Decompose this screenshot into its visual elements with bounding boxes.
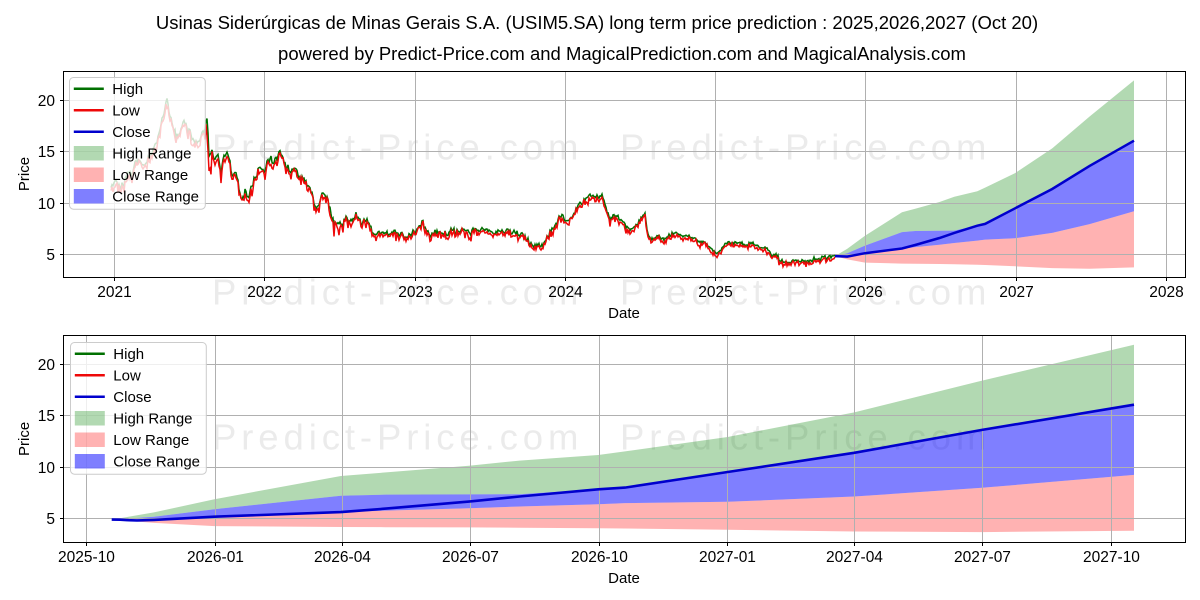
svg-text:Predict-Price.com: Predict-Price.com — [212, 417, 583, 458]
svg-text:2025-10: 2025-10 — [58, 549, 115, 566]
svg-text:2021: 2021 — [97, 284, 131, 301]
svg-text:2026-07: 2026-07 — [442, 549, 499, 566]
svg-text:Close: Close — [112, 124, 150, 141]
svg-text:2026: 2026 — [848, 284, 882, 301]
svg-text:Date: Date — [608, 305, 640, 322]
svg-text:2027-01: 2027-01 — [699, 549, 756, 566]
svg-text:Low: Low — [113, 367, 141, 384]
svg-text:2026-04: 2026-04 — [314, 549, 371, 566]
svg-text:powered by Predict-Price.com a: powered by Predict-Price.com and Magical… — [278, 43, 966, 64]
svg-text:2028: 2028 — [1149, 284, 1183, 301]
svg-text:2027: 2027 — [999, 284, 1033, 301]
svg-text:Close Range: Close Range — [112, 188, 199, 205]
svg-text:20: 20 — [38, 93, 56, 110]
svg-text:High Range: High Range — [112, 145, 191, 162]
svg-text:Predict-Price.com: Predict-Price.com — [212, 127, 583, 168]
svg-text:2027-07: 2027-07 — [954, 549, 1011, 566]
svg-text:5: 5 — [46, 511, 55, 528]
svg-text:Close Range: Close Range — [113, 453, 200, 470]
svg-text:2022: 2022 — [247, 284, 281, 301]
svg-text:5: 5 — [46, 247, 55, 264]
svg-text:2024: 2024 — [548, 284, 583, 301]
svg-text:Close: Close — [113, 389, 151, 406]
svg-text:Usinas Siderúrgicas de Minas G: Usinas Siderúrgicas de Minas Gerais S.A.… — [156, 12, 1038, 33]
svg-text:Predict-Price.com: Predict-Price.com — [620, 127, 991, 168]
svg-text:2025: 2025 — [698, 284, 732, 301]
svg-text:2027-04: 2027-04 — [826, 549, 883, 566]
svg-text:Price: Price — [16, 422, 33, 456]
svg-text:Date: Date — [608, 570, 640, 587]
svg-text:Low Range: Low Range — [112, 167, 188, 184]
svg-text:2027-10: 2027-10 — [1083, 549, 1140, 566]
svg-text:10: 10 — [38, 196, 56, 213]
svg-text:15: 15 — [38, 408, 55, 425]
svg-text:High: High — [112, 81, 143, 98]
svg-text:Price: Price — [16, 157, 33, 191]
svg-text:2026-01: 2026-01 — [187, 549, 244, 566]
svg-text:High Range: High Range — [113, 410, 192, 427]
svg-text:2026-10: 2026-10 — [571, 549, 628, 566]
svg-text:Low: Low — [112, 102, 140, 119]
svg-text:10: 10 — [38, 460, 56, 477]
svg-text:Predict-Price.com: Predict-Price.com — [620, 272, 991, 313]
svg-text:15: 15 — [38, 144, 55, 161]
svg-text:2023: 2023 — [398, 284, 432, 301]
svg-text:20: 20 — [38, 357, 56, 374]
svg-text:High: High — [113, 346, 144, 363]
svg-text:Predict-Price.com: Predict-Price.com — [212, 272, 583, 313]
svg-text:Low Range: Low Range — [113, 432, 189, 449]
